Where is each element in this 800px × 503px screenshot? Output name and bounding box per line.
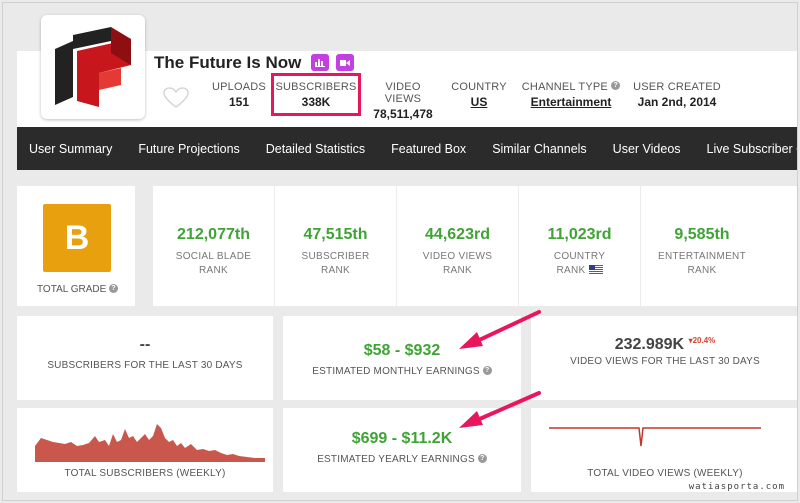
watermark: watiasporta.com [688, 482, 785, 492]
nav-featured-box[interactable]: Featured Box [391, 141, 467, 156]
annotation-arrow-icon [459, 391, 541, 428]
rank-value: 44,623rd [425, 226, 490, 243]
rank-label: SOCIAL BLADE [175, 251, 252, 262]
stat-subscribers-label: SUBSCRIBERS [275, 81, 357, 93]
yearly-earnings-value: $699 - $11.2K [351, 430, 453, 447]
nav-user-videos[interactable]: User Videos [612, 141, 681, 156]
yearly-earnings-label: ESTIMATED YEARLY EARNINGS [317, 454, 475, 465]
stat-user-created-value: Jan 2nd, 2014 [637, 95, 717, 109]
grade-label: TOTAL GRADE [37, 284, 107, 295]
rank-label: RANK [199, 265, 228, 276]
stat-user-created: USER CREATED Jan 2nd, 2014 [631, 81, 723, 109]
rank-label: RANK [556, 265, 586, 276]
monthly-earnings-card: $58 - $932 ESTIMATED MONTHLY EARNINGS ? [283, 316, 521, 400]
rank-value: 47,515th [303, 226, 368, 243]
stat-uploads: UPLOADS 151 [209, 81, 269, 109]
weekly-subscribers-card: TOTAL SUBSCRIBERS (WEEKLY) [17, 408, 273, 492]
stat-subscribers-value: 338K [301, 95, 331, 109]
monthly-earnings-value: $58 - $932 [363, 342, 441, 359]
rank-country: 11,023rd COUNTRY RANK [519, 186, 641, 306]
monthly-earnings-label: ESTIMATED MONTHLY EARNINGS [312, 366, 480, 377]
stat-channel-type-label: CHANNEL TYPE [521, 81, 608, 93]
stat-country: COUNTRY US [449, 81, 509, 109]
channel-logo-icon [55, 27, 131, 107]
weekly-views-card: TOTAL VIDEO VIEWS (WEEKLY) [531, 408, 797, 492]
channel-header [17, 51, 797, 127]
rank-label: SUBSCRIBER [301, 251, 370, 262]
stats-badge-icon[interactable] [311, 54, 329, 71]
stat-uploads-label: UPLOADS [212, 81, 266, 93]
main-nav: User Summary Future Projections Detailed… [17, 127, 798, 170]
stat-country-link[interactable]: US [470, 95, 488, 109]
rank-subscriber: 47,515th SUBSCRIBER RANK [275, 186, 397, 306]
subscribers-highlight-box [271, 73, 361, 116]
nav-user-summary[interactable]: User Summary [29, 141, 113, 156]
channel-title: The Future Is Now [154, 53, 302, 72]
top-strip [17, 9, 797, 51]
rank-label: RANK [687, 265, 717, 276]
favorite-heart-icon[interactable] [163, 87, 189, 109]
views-30-days-card: 232.989K ▾20.4% VIDEO VIEWS FOR THE LAST… [531, 316, 797, 400]
us-flag-icon [588, 265, 603, 274]
stat-uploads-value: 151 [228, 95, 250, 109]
total-grade-card: B TOTAL GRADE ? [17, 186, 135, 306]
ranks-card: 212,077th SOCIAL BLADE RANK 47,515th SUBS… [153, 186, 797, 306]
rank-label: VIDEO VIEWS [422, 251, 493, 262]
stat-country-label: COUNTRY [451, 81, 507, 93]
nav-live-subscriber-count[interactable]: Live Subscriber C [706, 141, 798, 156]
weekly-subscribers-label: TOTAL SUBSCRIBERS (WEEKLY) [64, 468, 226, 479]
video-badge-icon[interactable] [336, 54, 354, 71]
weekly-subscribers-sparkline [35, 424, 265, 462]
subs-30-days-card: -- SUBSCRIBERS FOR THE LAST 30 DAYS [17, 316, 273, 400]
stat-video-views-label: VIDEO VIEWS [384, 81, 422, 105]
nav-similar-channels[interactable]: Similar Channels [492, 141, 587, 156]
help-icon[interactable]: ? [109, 284, 119, 293]
grade-badge: B [43, 204, 111, 272]
rank-label: RANK [443, 265, 472, 276]
stat-subscribers: SUBSCRIBERS 338K [275, 81, 357, 109]
stat-channel-type: CHANNEL TYPE ? Entertainment [519, 81, 623, 109]
channel-avatar[interactable] [41, 15, 145, 119]
views-30-days-value: 232.989K [614, 336, 685, 353]
weekly-views-sparkline [549, 427, 761, 447]
stat-user-created-label: USER CREATED [633, 81, 721, 93]
help-icon[interactable]: ? [611, 81, 621, 90]
views-30-days-delta: 20.4% [692, 336, 716, 345]
help-icon[interactable]: ? [477, 454, 487, 463]
stat-channel-type-link[interactable]: Entertainment [530, 95, 612, 109]
rank-value: 212,077th [177, 226, 250, 243]
nav-detailed-statistics[interactable]: Detailed Statistics [265, 141, 366, 156]
annotation-arrow-icon [459, 310, 541, 349]
rank-label: COUNTRY [553, 251, 606, 262]
subs-30-days-label: SUBSCRIBERS FOR THE LAST 30 DAYS [47, 360, 243, 371]
rank-social-blade: 212,077th SOCIAL BLADE RANK [153, 186, 275, 306]
weekly-views-label: TOTAL VIDEO VIEWS (WEEKLY) [587, 468, 743, 479]
rank-value: 11,023rd [547, 226, 612, 243]
rank-label: RANK [321, 265, 350, 276]
rank-value: 9,585th [674, 226, 730, 243]
stat-video-views: VIDEO VIEWS 78,511,478 [367, 81, 439, 121]
rank-video-views: 44,623rd VIDEO VIEWS RANK [397, 186, 519, 306]
nav-future-projections[interactable]: Future Projections [138, 141, 240, 156]
rank-entertainment: 9,585th ENTERTAINMENT RANK [641, 186, 763, 306]
subs-30-days-value: -- [139, 336, 151, 353]
help-icon[interactable]: ? [482, 366, 492, 375]
rank-label: ENTERTAINMENT [658, 251, 746, 262]
views-30-days-label: VIDEO VIEWS FOR THE LAST 30 DAYS [570, 356, 760, 367]
stat-video-views-value: 78,511,478 [373, 107, 433, 121]
